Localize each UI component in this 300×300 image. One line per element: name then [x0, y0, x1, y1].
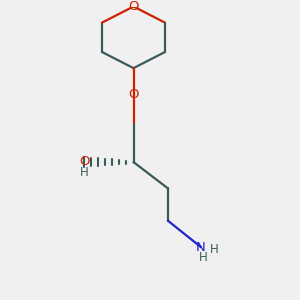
Text: H: H — [199, 251, 207, 264]
Text: N: N — [196, 241, 206, 254]
Text: H: H — [80, 166, 88, 179]
Text: O: O — [79, 154, 89, 168]
Text: O: O — [128, 0, 139, 13]
Text: H: H — [210, 243, 218, 256]
Text: O: O — [128, 88, 139, 101]
